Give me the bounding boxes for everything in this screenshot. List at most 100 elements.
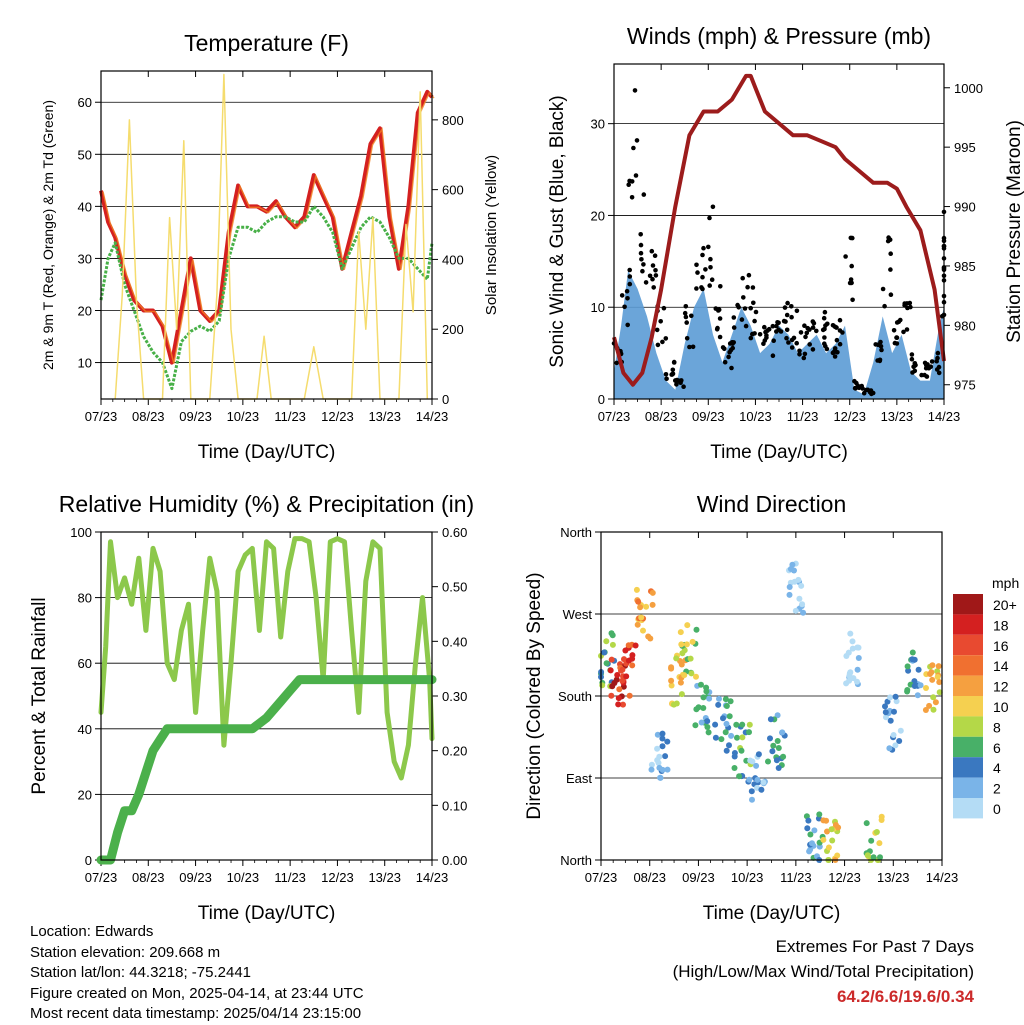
recent-timestamp: Most recent data timestamp: 2025/04/14 2…: [30, 1005, 362, 1022]
direction-point: [883, 714, 889, 721]
gust-point: [720, 345, 726, 350]
gust-point: [784, 327, 790, 333]
temp_9m-line: [102, 91, 435, 364]
direction-point: [640, 627, 646, 634]
precip-line: [96, 675, 437, 865]
direction-point: [845, 649, 852, 656]
wind_direction-ytick-label: East: [566, 771, 592, 786]
extremes-values: 64.2/6.6/19.6/0.34: [836, 987, 974, 1006]
direction-point: [792, 607, 799, 614]
direction-point: [687, 655, 694, 662]
gust-point: [924, 374, 930, 379]
direction-point: [930, 694, 937, 701]
winds-xtick-label: 09/23: [692, 409, 725, 424]
temperature-y2tick-label: 200: [442, 322, 464, 337]
direction-point: [755, 751, 762, 758]
gust-point: [650, 263, 656, 268]
direction-point: [849, 645, 856, 652]
direction-point: [625, 642, 632, 649]
gust-point: [619, 293, 625, 298]
gust-point: [909, 356, 915, 362]
gust-point: [833, 349, 839, 355]
gust-point: [764, 333, 769, 338]
gust-point: [708, 256, 713, 262]
gust-point: [700, 274, 705, 280]
gust-point: [740, 275, 745, 281]
direction-point: [893, 698, 900, 705]
gust-point: [832, 354, 838, 359]
rh-title: Relative Humidity (%) & Precipitation (i…: [59, 491, 474, 517]
gust-point: [750, 285, 756, 290]
wind_direction-xtick-label: 14/23: [926, 870, 959, 885]
gust-point: [902, 301, 907, 306]
gust-point: [735, 302, 740, 308]
temperature-y2label: Solar Insolation (Yellow): [483, 155, 500, 315]
direction-point: [677, 679, 684, 686]
gust-point: [888, 251, 893, 256]
gust-point: [727, 349, 732, 355]
gust-point: [626, 182, 631, 187]
wind_direction-chart: Wind Direction Time (Day/UTC) Direction (C…: [524, 491, 1019, 924]
temperature-title: Temperature (F): [184, 30, 349, 56]
direction-point: [718, 736, 725, 743]
gust-point: [794, 308, 800, 314]
direction-point: [731, 765, 738, 771]
direction-point: [846, 672, 853, 679]
direction-point: [601, 649, 608, 656]
gust-point: [717, 316, 723, 321]
direction-point: [649, 589, 656, 596]
gust-point: [822, 335, 827, 340]
figure-created: Figure created on Mon, 2025-04-14, at 23…: [30, 984, 364, 1002]
colorbar-swatch: [953, 634, 983, 656]
gust-point: [739, 317, 745, 322]
direction-point: [828, 826, 835, 833]
direction-point: [712, 721, 719, 728]
direction-point: [897, 727, 904, 734]
colorbar-swatch: [953, 736, 983, 758]
gust-point: [907, 300, 913, 306]
direction-point: [915, 666, 922, 673]
gust-point: [718, 284, 723, 289]
direction-point: [882, 709, 889, 716]
wind_direction-xtick-label: 07/23: [585, 870, 618, 885]
direction-point: [754, 776, 761, 783]
gust-point: [653, 273, 659, 278]
gust-point: [717, 334, 723, 340]
rh-xtick-label: 08/23: [132, 870, 165, 885]
temperature-plot-area: [99, 73, 435, 400]
direction-point: [911, 683, 918, 689]
direction-point: [599, 682, 606, 689]
gust-point: [885, 238, 891, 244]
gust-point: [729, 365, 734, 371]
direction-point: [809, 840, 815, 847]
direction-point: [679, 650, 686, 657]
colorbar-label: 10: [993, 699, 1009, 715]
gust-point: [784, 335, 789, 341]
direction-point: [890, 732, 897, 738]
gust-point: [713, 306, 719, 311]
direction-point: [726, 713, 733, 720]
direction-point: [868, 837, 875, 844]
gust-point: [878, 339, 883, 345]
gust-point: [786, 340, 791, 345]
direction-point: [613, 676, 620, 683]
temperature-y2tick-label: 400: [442, 252, 464, 267]
direction-point: [649, 601, 656, 608]
gust-point: [743, 323, 749, 329]
direction-point: [876, 840, 883, 847]
gust-point: [878, 344, 884, 349]
gust-point: [848, 277, 854, 282]
direction-point: [774, 738, 781, 744]
direction-point: [726, 742, 732, 749]
direction-point: [909, 649, 916, 656]
wind_direction-xtick-label: 09/23: [682, 870, 715, 885]
gust-point: [748, 335, 754, 341]
rh-ytick-label: 20: [78, 787, 92, 802]
gust-point: [694, 262, 699, 268]
direction-point: [704, 718, 711, 725]
gust-point: [647, 273, 653, 279]
direction-point: [654, 745, 661, 752]
gust-point: [627, 274, 633, 279]
gust-point: [658, 319, 663, 324]
direction-point: [733, 721, 740, 728]
